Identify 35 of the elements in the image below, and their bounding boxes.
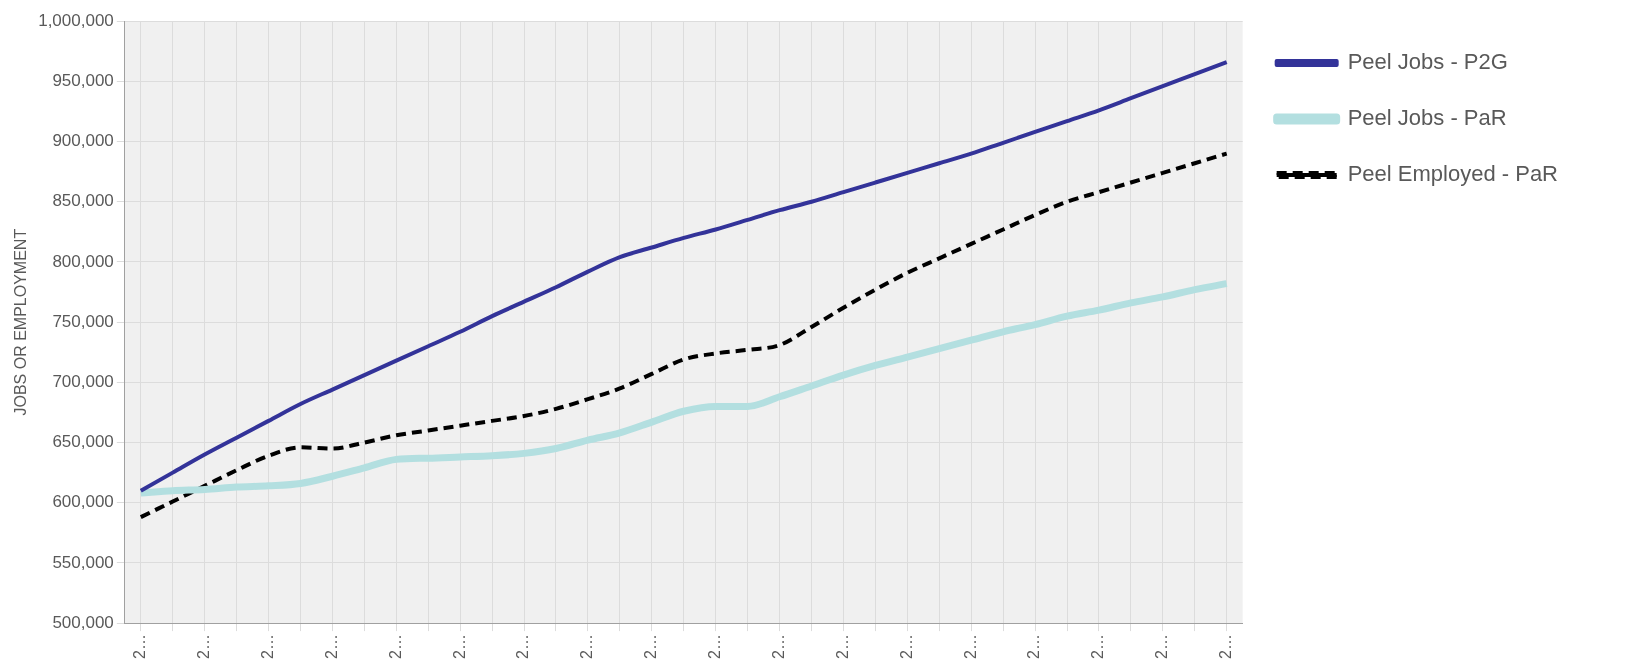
x-tick-label: 2… [131,634,149,660]
x-tick-label: 2… [450,634,468,660]
legend-label: Peel Jobs - P2G [1347,49,1508,75]
y-tick-label: 650,000 [52,432,114,452]
legend-label: Peel Jobs - PaR [1347,105,1507,131]
y-axis-title: JOBS OR EMPLOYMENT [12,228,30,416]
x-tick-label: 2… [1217,634,1235,660]
x-tick-label: 2… [1153,634,1171,660]
x-tick-label: 2… [1025,634,1043,660]
x-tick-label: 2… [195,634,213,660]
x-tick-label: 2… [642,634,660,660]
x-tick-label: 2… [258,634,276,660]
x-tick-label: 2… [833,634,851,660]
x-tick-label: 2… [578,634,596,660]
y-tick-label: 950,000 [52,71,114,91]
y-tick-label: 600,000 [52,492,114,512]
x-tick-label: 2… [322,634,340,660]
x-tick-label: 2… [706,634,724,660]
y-tick-label: 500,000 [52,612,114,632]
legend-label: Peel Employed - PaR [1347,161,1559,187]
x-tick-label: 2… [386,634,404,660]
y-tick-label: 1,000,000 [38,10,114,30]
line-series [138,151,1229,520]
x-tick-label: 2… [1089,634,1107,660]
y-tick-label: 850,000 [52,191,114,211]
y-tick-label: 550,000 [52,552,114,572]
x-tick-label: 2… [769,634,787,660]
y-tick-label: 800,000 [52,251,114,271]
y-tick-label: 900,000 [52,131,114,151]
line-series [138,60,1229,493]
y-tick-label: 700,000 [52,372,114,392]
x-tick-label: 2… [897,634,915,660]
y-tick-label: 750,000 [52,311,114,331]
x-tick-label: 2… [514,634,532,660]
x-tick-label: 2… [961,634,979,660]
